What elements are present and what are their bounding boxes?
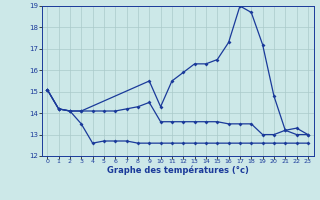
X-axis label: Graphe des températures (°c): Graphe des températures (°c) (107, 166, 249, 175)
